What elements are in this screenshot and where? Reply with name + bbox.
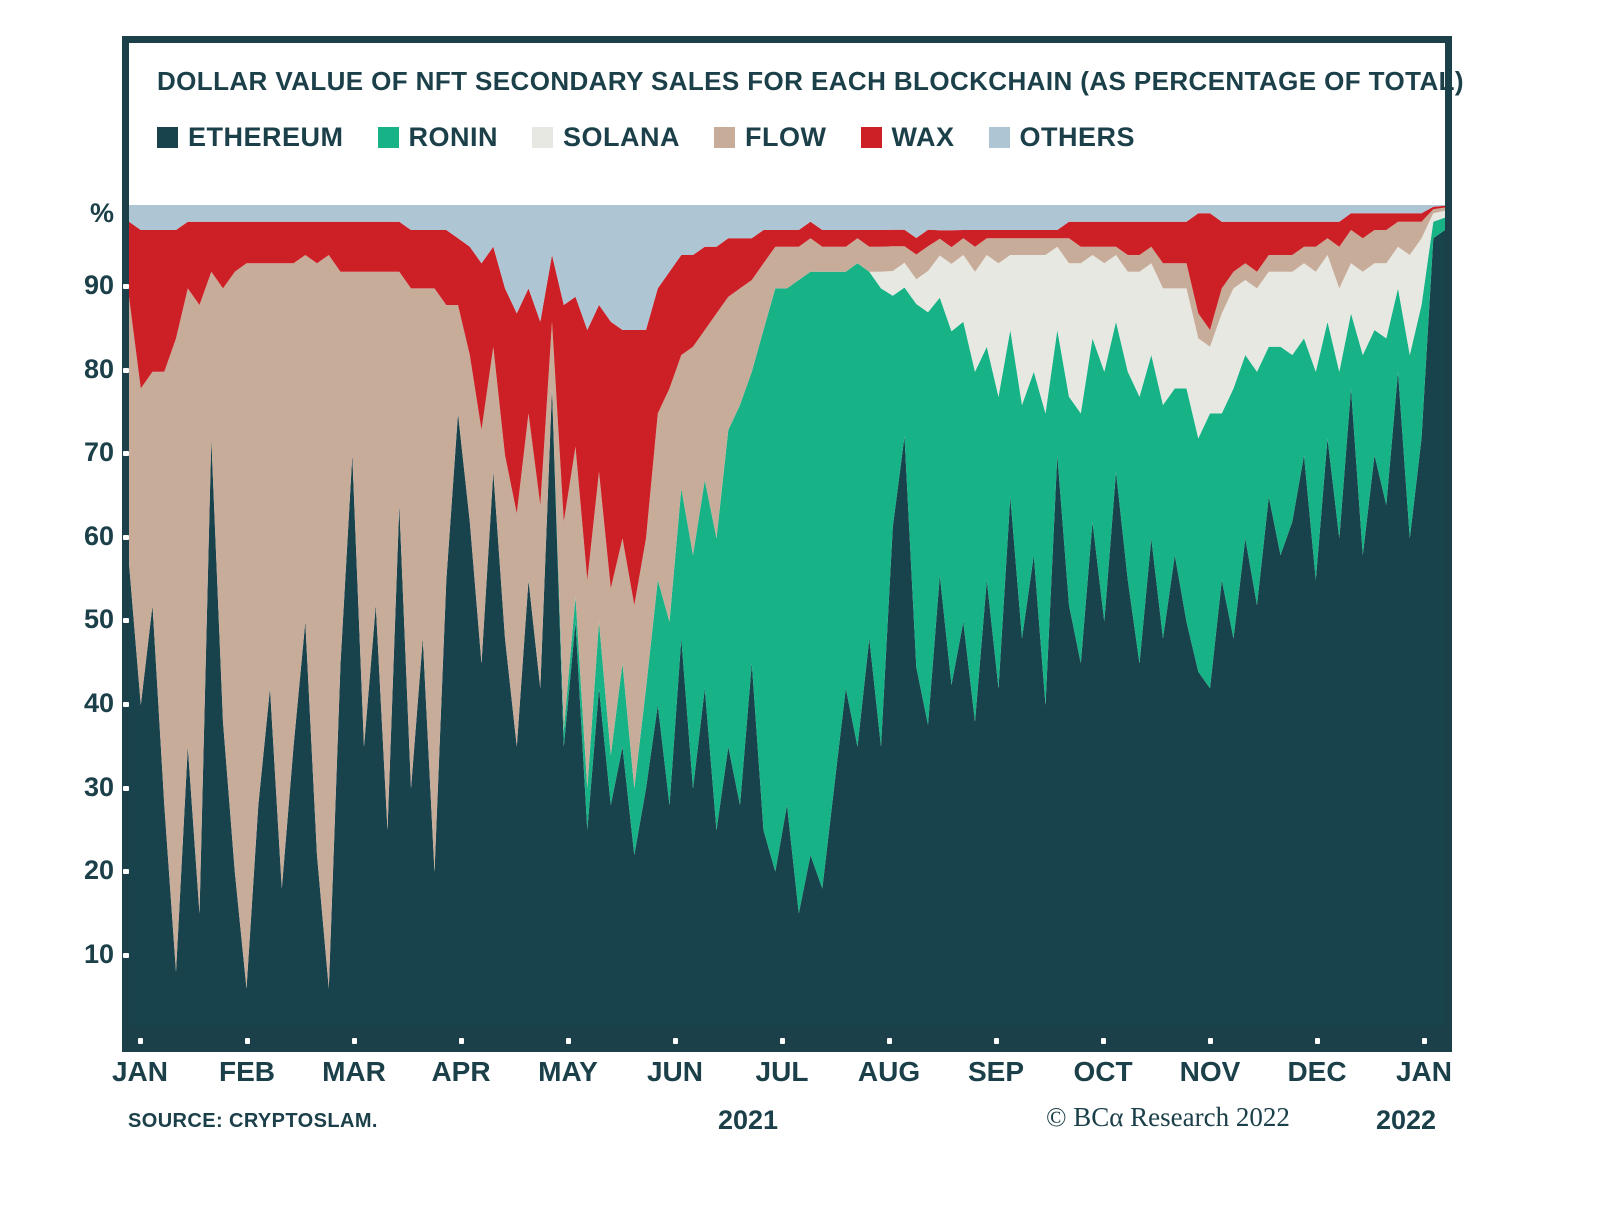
legend-item-ronin: RONIN bbox=[377, 122, 499, 153]
x-tick-label-dec-11: DEC bbox=[1287, 1056, 1347, 1087]
legend-label: OTHERS bbox=[1019, 122, 1136, 152]
y-tick-mark bbox=[123, 618, 129, 624]
legend-item-wax: WAX bbox=[860, 122, 955, 153]
x-tick-mark bbox=[1315, 1038, 1320, 1044]
wax-swatch-icon bbox=[860, 127, 882, 148]
ronin-swatch-icon bbox=[377, 127, 399, 148]
legend-label: SOLANA bbox=[563, 122, 681, 152]
y-tick-label-60: 60 bbox=[83, 520, 114, 551]
x-tick-label-feb-1: FEB bbox=[219, 1056, 275, 1087]
legend-label: ETHEREUM bbox=[188, 122, 344, 152]
y-tick-mark bbox=[123, 952, 129, 958]
x-tick-label-jun-5: JUN bbox=[646, 1056, 703, 1087]
y-tick-mark bbox=[123, 534, 129, 540]
y-tick-label-90: 90 bbox=[83, 270, 114, 300]
y-tick-mark bbox=[123, 702, 129, 707]
legend-item-others: OTHERS bbox=[988, 122, 1136, 153]
frame-bottom bbox=[122, 1026, 1452, 1052]
x-tick-label-oct-9: OCT bbox=[1073, 1056, 1133, 1087]
legend-item-ethereum: ETHEREUM bbox=[157, 122, 344, 153]
legend-label: RONIN bbox=[408, 122, 499, 152]
chart-title: DOLLAR VALUE OF NFT SECONDARY SALES FOR … bbox=[157, 66, 1464, 96]
year-label-2021: 2021 bbox=[718, 1105, 779, 1135]
x-tick-mark bbox=[1101, 1038, 1106, 1044]
y-tick-label-50: 50 bbox=[83, 604, 114, 635]
legend: ETHEREUM RONIN SOLANA FLOW WAX OTHERS bbox=[157, 122, 1135, 153]
legend-item-flow: FLOW bbox=[714, 122, 826, 153]
legend-label: WAX bbox=[891, 122, 955, 152]
x-tick-mark bbox=[887, 1038, 892, 1044]
x-tick-mark bbox=[352, 1038, 357, 1044]
y-tick-mark bbox=[123, 785, 129, 791]
x-tick-mark bbox=[673, 1038, 678, 1044]
x-tick-label-sep-8: SEP bbox=[967, 1056, 1025, 1087]
area-ethereum bbox=[129, 230, 1445, 1026]
x-tick-mark bbox=[1208, 1038, 1213, 1044]
y-tick-mark bbox=[123, 451, 129, 457]
ethereum-swatch-icon bbox=[157, 127, 178, 148]
x-tick-label-apr-3: APR bbox=[431, 1056, 491, 1087]
y-tick-label-30: 30 bbox=[83, 771, 114, 802]
frame-right bbox=[1445, 36, 1452, 1052]
frame-left bbox=[122, 36, 129, 1052]
solana-swatch-icon bbox=[532, 127, 554, 148]
legend-item-solana: SOLANA bbox=[532, 122, 680, 153]
source-note: SOURCE: CRYPTOSLAM. bbox=[128, 1110, 378, 1132]
y-tick-mark bbox=[123, 367, 129, 373]
x-tick-label-jan-12: JAN bbox=[1395, 1056, 1452, 1087]
x-tick-label-aug-7: AUG bbox=[857, 1056, 921, 1087]
x-tick-mark bbox=[245, 1038, 250, 1044]
y-axis-unit-label: % bbox=[89, 198, 114, 228]
flow-swatch-icon bbox=[714, 127, 736, 148]
x-tick-label-nov-10: NOV bbox=[1179, 1056, 1241, 1087]
legend-label: FLOW bbox=[745, 122, 827, 152]
x-tick-label-jan-0: JAN bbox=[111, 1056, 168, 1087]
y-tick-mark bbox=[123, 869, 129, 875]
y-tick-label-20: 20 bbox=[83, 855, 114, 886]
x-tick-mark bbox=[780, 1038, 785, 1044]
y-tick-label-40: 40 bbox=[83, 688, 114, 718]
frame-top bbox=[122, 36, 1452, 43]
x-tick-label-jul-6: JUL bbox=[755, 1056, 809, 1087]
x-tick-label-may-4: MAY bbox=[538, 1056, 598, 1087]
bca-research-credit: © BCα Research 2022 bbox=[1046, 1102, 1290, 1132]
y-tick-mark bbox=[123, 284, 129, 289]
others-swatch-icon bbox=[988, 127, 1010, 148]
x-tick-mark bbox=[994, 1038, 999, 1044]
y-tick-label-70: 70 bbox=[83, 437, 114, 468]
area-flow bbox=[129, 207, 1445, 989]
area-ronin bbox=[129, 217, 1445, 989]
y-tick-label-10: 10 bbox=[83, 938, 114, 969]
area-solana bbox=[129, 210, 1445, 989]
x-tick-label-mar-2: MAR bbox=[322, 1056, 386, 1087]
year-label-2022: 2022 bbox=[1376, 1105, 1437, 1135]
x-tick-mark bbox=[566, 1038, 571, 1044]
y-tick-label-80: 80 bbox=[83, 353, 114, 384]
area-others bbox=[129, 205, 1445, 330]
x-tick-mark bbox=[138, 1038, 143, 1044]
x-tick-mark bbox=[459, 1038, 464, 1044]
stacked-area-plot bbox=[129, 205, 1445, 1026]
x-tick-mark bbox=[1422, 1038, 1427, 1044]
area-wax bbox=[129, 205, 1445, 606]
